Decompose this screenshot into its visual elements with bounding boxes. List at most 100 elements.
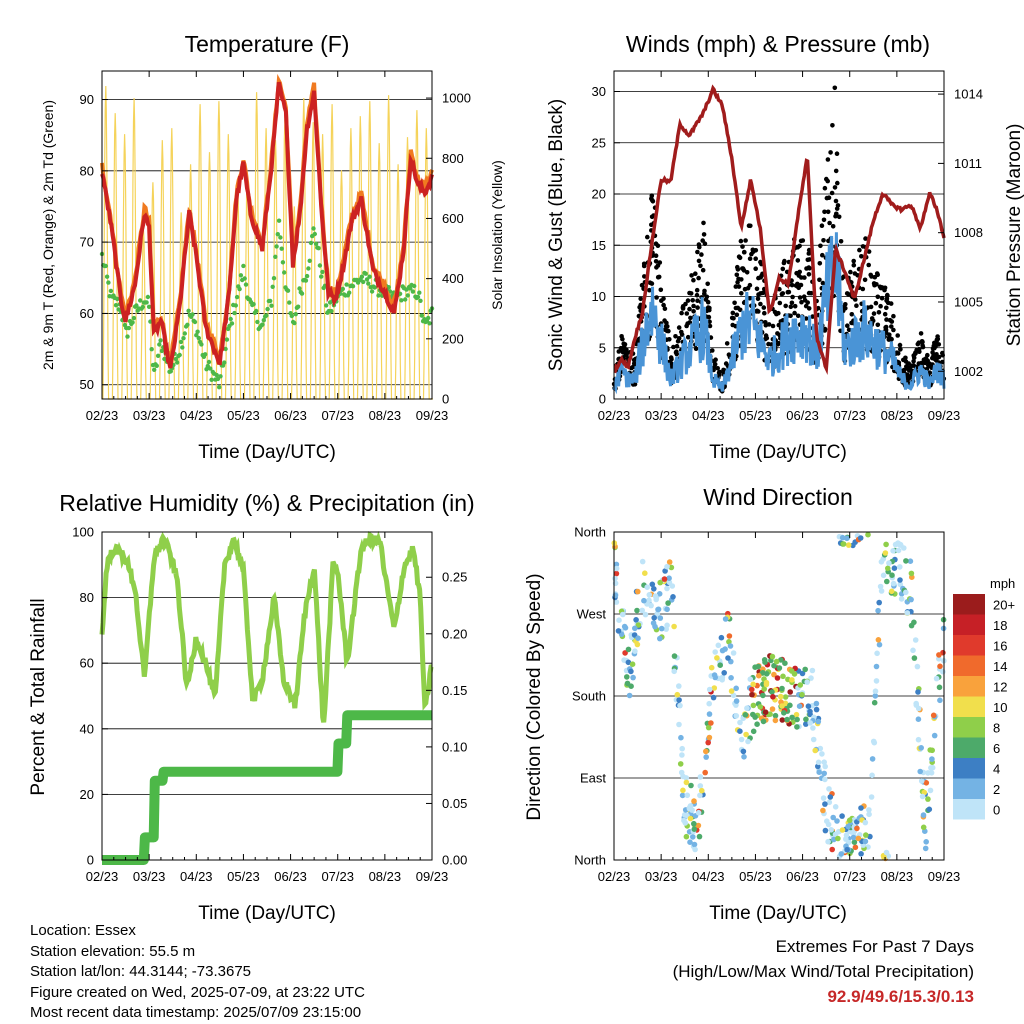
dewpoint-point — [308, 240, 314, 246]
x-tick-label: 05/23 — [739, 869, 772, 884]
direction-point — [869, 756, 876, 762]
direction-point — [718, 634, 725, 641]
temperature-ylabel-right: Solar Insolation (Yellow) — [489, 160, 505, 310]
gust-point — [649, 193, 655, 198]
gust-point — [797, 295, 803, 300]
direction-point — [810, 725, 816, 731]
direction-point — [789, 714, 795, 721]
direction-point — [697, 774, 704, 780]
direction-point — [687, 803, 694, 809]
gust-point — [836, 214, 842, 220]
dewpoint-point — [280, 260, 286, 265]
direction-point — [677, 702, 683, 709]
direction-point — [696, 833, 703, 840]
gust-point — [674, 343, 680, 349]
dewpoint-point — [296, 304, 301, 309]
gust-point — [906, 361, 911, 366]
direction-point — [892, 541, 899, 548]
direction-point — [886, 560, 892, 566]
direction-point — [687, 815, 694, 822]
gust-point — [734, 272, 740, 278]
gust-point — [707, 323, 713, 329]
direction-point — [808, 675, 814, 681]
gust-point — [872, 274, 878, 280]
gust-point — [806, 306, 812, 311]
direction-point — [797, 682, 804, 688]
direction-point — [789, 677, 795, 683]
gust-point — [844, 291, 850, 296]
dewpoint-point — [293, 312, 298, 317]
colorbar-label: 14 — [993, 659, 1007, 674]
gust-point — [788, 304, 794, 310]
gust-point — [846, 327, 852, 333]
colorbar-swatch — [953, 594, 985, 615]
x-tick-label: 06/23 — [274, 869, 307, 884]
gust-point — [827, 220, 832, 226]
direction-point — [897, 542, 904, 548]
gust-point — [699, 252, 704, 257]
gust-point — [661, 296, 666, 301]
direction-point — [878, 559, 885, 565]
dewpoint-point — [418, 298, 423, 303]
direction-ylabel-left: Direction (Colored By Speed) — [524, 573, 545, 820]
direction-point — [761, 686, 767, 692]
elevation-text: Station elevation: 55.5 m — [30, 942, 196, 960]
dewpoint-point — [108, 288, 114, 294]
gust-point — [888, 336, 893, 342]
direction-point — [697, 792, 703, 799]
gust-point — [806, 251, 812, 256]
direction-point — [733, 713, 740, 719]
colorbar-label: 6 — [993, 741, 1000, 756]
gust-point — [936, 342, 942, 347]
gust-point — [741, 249, 747, 255]
direction-point — [651, 615, 657, 621]
direction-point — [876, 599, 882, 606]
direction-point — [799, 691, 805, 698]
dewpoint-point — [427, 321, 432, 326]
direction-point — [695, 822, 702, 829]
gust-point — [624, 347, 629, 352]
gust-point — [822, 209, 827, 215]
pressure-line — [613, 84, 946, 376]
direction-point — [908, 622, 915, 629]
y2-tick-label: 1000 — [442, 91, 471, 106]
direction-point — [821, 770, 827, 777]
direction-point — [784, 716, 790, 723]
direction-point — [846, 817, 853, 824]
y2-tick-label: 1002 — [954, 364, 983, 379]
gust-point — [649, 281, 655, 286]
dewpoint-point — [311, 226, 316, 231]
gust-point — [833, 168, 839, 174]
gust-point — [649, 214, 655, 220]
direction-point — [657, 579, 663, 586]
dewpoint-point — [329, 308, 334, 314]
gust-point — [770, 323, 776, 329]
gust-point — [825, 157, 831, 162]
direction-point — [741, 754, 747, 760]
direction-point — [635, 588, 641, 595]
dewpoint-point — [347, 290, 352, 295]
gust-point — [704, 294, 710, 300]
x-tick-label: 07/23 — [321, 408, 354, 423]
gust-point — [676, 336, 682, 341]
gust-point — [695, 298, 700, 304]
direction-point — [781, 710, 787, 716]
gust-point — [733, 284, 739, 289]
gust-point — [792, 310, 797, 316]
direction-point — [907, 558, 914, 564]
direction-point — [920, 812, 927, 818]
colorbar-label: 10 — [993, 700, 1007, 715]
temperature-panel: Temperature (F) Time (Day/UTC) 2m & 9m T… — [40, 31, 505, 463]
y-tick-label: 60 — [80, 656, 94, 671]
direction-point — [820, 795, 827, 801]
colorbar-label: 0 — [993, 802, 1000, 817]
direction-panel: Wind Direction Time (Day/UTC) Direction … — [524, 484, 1015, 924]
relative-humidity-line — [99, 530, 434, 723]
direction-point — [695, 809, 702, 816]
dewpoint-point — [313, 241, 319, 246]
gust-point — [822, 328, 828, 333]
direction-point — [780, 673, 786, 680]
direction-point — [839, 534, 846, 541]
dewpoint-point — [180, 345, 185, 350]
gust-point — [927, 363, 933, 369]
